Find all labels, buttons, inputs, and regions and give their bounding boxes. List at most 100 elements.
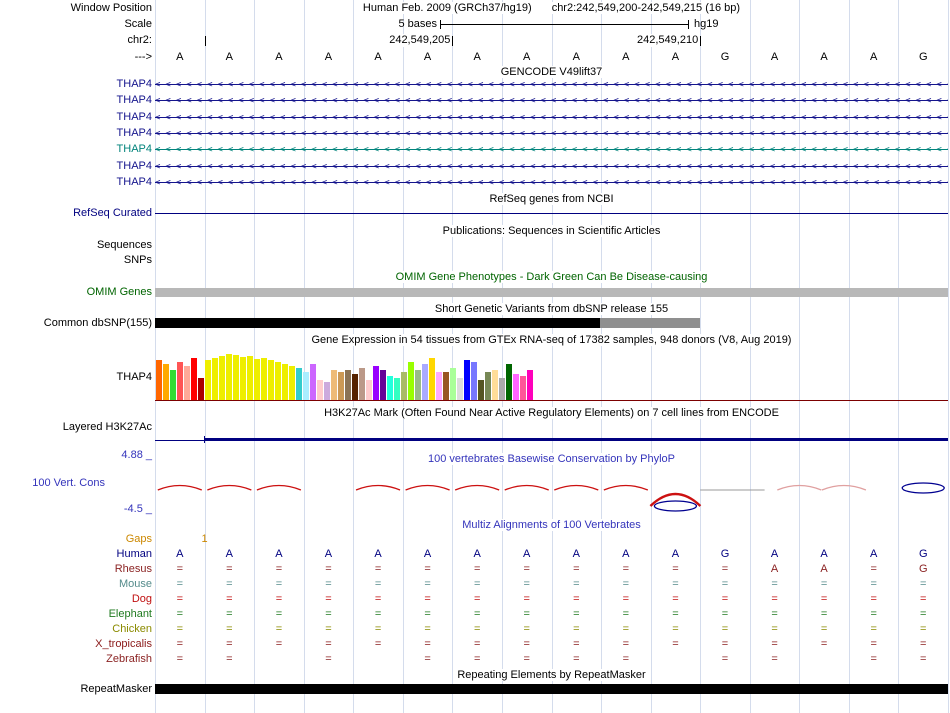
dbsnp-track-label[interactable]: Common dbSNP(155) bbox=[0, 317, 152, 330]
gtex-expression-bar[interactable] bbox=[352, 374, 358, 400]
gtex-expression-bar[interactable] bbox=[464, 360, 470, 400]
gtex-expression-bar[interactable] bbox=[177, 362, 183, 400]
gtex-expression-bar[interactable] bbox=[457, 378, 463, 400]
gtex-expression-bar[interactable] bbox=[338, 372, 344, 400]
gtex-expression-bar[interactable] bbox=[212, 358, 218, 400]
gtex-expression-bar[interactable] bbox=[184, 366, 190, 400]
gtex-expression-bar[interactable] bbox=[317, 380, 323, 400]
snps-track-label[interactable]: SNPs bbox=[0, 254, 152, 267]
gtex-expression-bar[interactable] bbox=[324, 382, 330, 400]
gtex-expression-bar[interactable] bbox=[513, 374, 519, 400]
gtex-gene-label[interactable]: THAP4 bbox=[0, 371, 152, 384]
gene-label[interactable]: THAP4 bbox=[0, 78, 152, 91]
repeatmasker-track-label[interactable]: RepeatMasker bbox=[0, 683, 152, 696]
gtex-expression-bar[interactable] bbox=[380, 370, 386, 400]
gene-label[interactable]: THAP4 bbox=[0, 126, 152, 140]
gtex-expression-bar[interactable] bbox=[198, 378, 204, 400]
gtex-expression-bar[interactable] bbox=[170, 370, 176, 400]
gtex-expression-bar[interactable] bbox=[268, 360, 274, 400]
repeat-bar[interactable] bbox=[155, 684, 948, 694]
gene-label[interactable]: THAP4 bbox=[0, 94, 152, 108]
gene-model-row[interactable]: <<<<<<<<<<<<<<<<<<<<<<<<<<<<<<<<<<<<<<<<… bbox=[155, 160, 948, 173]
conservation-arc bbox=[256, 484, 302, 491]
dbsnp-bar[interactable] bbox=[155, 318, 700, 328]
gene-label[interactable]: THAP4 bbox=[0, 110, 152, 124]
gene-model-row[interactable]: <<<<<<<<<<<<<<<<<<<<<<<<<<<<<<<<<<<<<<<<… bbox=[155, 79, 948, 91]
dbsnp-bar-partial[interactable] bbox=[600, 318, 700, 328]
gtex-expression-bar[interactable] bbox=[156, 360, 162, 400]
conservation-plot[interactable] bbox=[155, 466, 948, 516]
conservation-track-label[interactable]: 100 Vert. Cons bbox=[0, 477, 105, 490]
omim-bar[interactable] bbox=[155, 288, 948, 297]
gtex-expression-bar[interactable] bbox=[233, 355, 239, 400]
species-label[interactable]: Gaps bbox=[0, 533, 152, 546]
gtex-expression-bar[interactable] bbox=[408, 362, 414, 400]
gtex-expression-bar[interactable] bbox=[527, 370, 533, 400]
alignment-cell: = bbox=[771, 653, 778, 665]
species-label[interactable]: Chicken bbox=[0, 623, 152, 636]
gene-model-row[interactable]: <<<<<<<<<<<<<<<<<<<<<<<<<<<<<<<<<<<<<<<<… bbox=[155, 144, 948, 157]
base-letter: A bbox=[176, 51, 184, 63]
sequences-track-label[interactable]: Sequences bbox=[0, 239, 152, 252]
gtex-expression-bar[interactable] bbox=[415, 370, 421, 400]
gene-model-row[interactable]: <<<<<<<<<<<<<<<<<<<<<<<<<<<<<<<<<<<<<<<<… bbox=[155, 95, 948, 108]
h3k27ac-track-label[interactable]: Layered H3K27Ac bbox=[0, 421, 152, 434]
gtex-expression-bar[interactable] bbox=[387, 376, 393, 400]
gtex-expression-bar[interactable] bbox=[429, 358, 435, 400]
gtex-expression-bar[interactable] bbox=[191, 358, 197, 400]
gene-model-row[interactable]: <<<<<<<<<<<<<<<<<<<<<<<<<<<<<<<<<<<<<<<<… bbox=[155, 127, 948, 140]
species-label[interactable]: X_tropicalis bbox=[0, 638, 152, 651]
gtex-expression-bar[interactable] bbox=[359, 368, 365, 400]
gridline bbox=[799, 0, 801, 713]
species-label[interactable]: Mouse bbox=[0, 578, 152, 591]
gtex-expression-bar[interactable] bbox=[492, 370, 498, 400]
species-label[interactable]: Zebrafish bbox=[0, 653, 152, 666]
gtex-expression-bar[interactable] bbox=[163, 364, 169, 400]
gene-label[interactable]: THAP4 bbox=[0, 143, 152, 157]
gtex-expression-bar[interactable] bbox=[478, 380, 484, 400]
gtex-expression-bar[interactable] bbox=[506, 364, 512, 400]
alignment-cell: = bbox=[672, 593, 679, 605]
gridline bbox=[700, 0, 702, 713]
gtex-expression-bar[interactable] bbox=[520, 376, 526, 400]
gtex-expression-bar[interactable] bbox=[401, 372, 407, 400]
gtex-expression-bar[interactable] bbox=[261, 358, 267, 400]
gtex-expression-bar[interactable] bbox=[373, 366, 379, 400]
gtex-expression-bar[interactable] bbox=[275, 362, 281, 400]
gtex-expression-bar[interactable] bbox=[443, 372, 449, 400]
gtex-expression-bar[interactable] bbox=[366, 380, 372, 400]
gtex-expression-bar[interactable] bbox=[345, 370, 351, 400]
gtex-expression-bar[interactable] bbox=[394, 378, 400, 400]
gtex-expression-bar[interactable] bbox=[289, 366, 295, 400]
gtex-expression-bar[interactable] bbox=[436, 372, 442, 400]
gtex-expression-bar[interactable] bbox=[331, 370, 337, 400]
gtex-expression-bar[interactable] bbox=[499, 378, 505, 400]
species-label[interactable]: Dog bbox=[0, 593, 152, 606]
refseq-line[interactable] bbox=[155, 213, 948, 214]
gene-label[interactable]: THAP4 bbox=[0, 159, 152, 173]
gtex-expression-bar[interactable] bbox=[450, 368, 456, 400]
h3k-line2[interactable] bbox=[204, 438, 948, 440]
gtex-expression-bar[interactable] bbox=[205, 360, 211, 400]
gtex-expression-bar[interactable] bbox=[247, 356, 253, 400]
h3k-line[interactable] bbox=[155, 440, 948, 441]
species-label[interactable]: Rhesus bbox=[0, 563, 152, 576]
gtex-expression-bar[interactable] bbox=[240, 357, 246, 400]
gtex-expression-bar[interactable] bbox=[282, 364, 288, 400]
gtex-expression-bar[interactable] bbox=[254, 359, 260, 400]
gtex-expression-bar[interactable] bbox=[485, 372, 491, 400]
gene-model-row[interactable]: <<<<<<<<<<<<<<<<<<<<<<<<<<<<<<<<<<<<<<<<… bbox=[155, 176, 948, 189]
gtex-expression-bar[interactable] bbox=[219, 356, 225, 400]
gtex-expression-bar[interactable] bbox=[226, 354, 232, 400]
gtex-expression-bar[interactable] bbox=[296, 368, 302, 400]
refseq-curated-label[interactable]: RefSeq Curated bbox=[0, 207, 152, 220]
omim-genes-label[interactable]: OMIM Genes bbox=[0, 286, 152, 299]
species-label[interactable]: Elephant bbox=[0, 608, 152, 621]
gtex-expression-bar[interactable] bbox=[422, 364, 428, 400]
species-label[interactable]: Human bbox=[0, 548, 152, 561]
gtex-expression-bar[interactable] bbox=[471, 362, 477, 400]
gtex-expression-bar[interactable] bbox=[310, 364, 316, 400]
gtex-expression-bar[interactable] bbox=[303, 372, 309, 400]
gene-model-row[interactable]: <<<<<<<<<<<<<<<<<<<<<<<<<<<<<<<<<<<<<<<<… bbox=[155, 111, 948, 124]
gene-label[interactable]: THAP4 bbox=[0, 175, 152, 189]
